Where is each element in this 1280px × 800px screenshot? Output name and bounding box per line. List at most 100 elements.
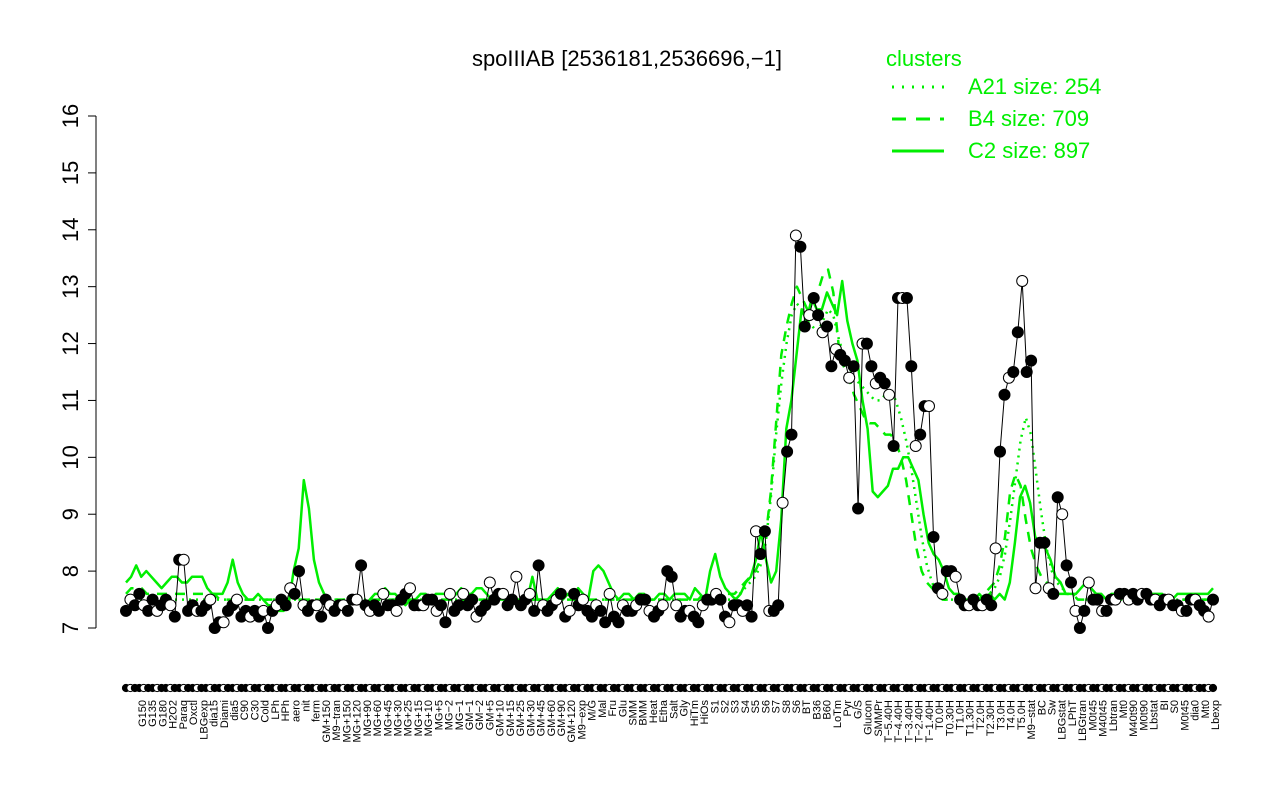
data-point	[1016, 275, 1029, 287]
data-point	[989, 542, 1002, 555]
data-point	[798, 320, 811, 333]
x-tick-label: GM−1	[464, 700, 476, 730]
x-tick-label: T−3.40H	[903, 700, 915, 743]
data-point	[443, 587, 456, 600]
x-tick-label: S8	[781, 700, 793, 713]
data-point	[656, 599, 669, 612]
data-point	[1091, 593, 1104, 606]
x-tick-label: T2.30H	[985, 700, 997, 736]
data-point	[523, 587, 536, 600]
data-point	[355, 559, 368, 572]
x-tick-label: GM+150	[321, 700, 333, 743]
x-tick-label: T0.0H	[934, 700, 946, 730]
data-point	[949, 570, 962, 583]
x-tick-label: MG+60	[372, 700, 384, 736]
x-tick-label: S7	[771, 700, 783, 713]
data-point	[772, 599, 785, 612]
y-tick-label: 8	[58, 565, 83, 577]
data-point	[293, 565, 305, 578]
x-tick-label: T1.30H	[965, 700, 977, 736]
data-point	[479, 599, 492, 612]
x-tick-label: S5	[750, 700, 762, 713]
x-tick-label: T1.0H	[955, 700, 967, 730]
data-point	[1180, 604, 1193, 617]
data-point	[821, 320, 833, 333]
data-point	[781, 445, 794, 458]
x-tick-label: Mt0	[1118, 700, 1130, 718]
x-tick-label: Salt	[668, 700, 680, 719]
data-point	[785, 428, 798, 441]
data-point	[1073, 622, 1086, 634]
data-point	[812, 309, 825, 322]
data-point	[1065, 576, 1077, 589]
x-tick-label: M9−stat	[1026, 700, 1038, 739]
x-tick-label: LPh	[270, 700, 282, 720]
x-tick-label: T3.0H	[995, 700, 1007, 730]
x-tick-label: Glu	[617, 700, 629, 717]
data-point	[288, 587, 301, 600]
x-tick-label: MG−2	[444, 700, 456, 730]
x-rug	[121, 683, 1218, 693]
data-point	[825, 360, 838, 373]
x-tick-label: T0.30H	[944, 700, 956, 736]
data-point	[279, 599, 292, 612]
y-tick-label: 10	[58, 445, 83, 469]
x-tick-label: Glucon	[863, 700, 875, 735]
data-point	[878, 377, 891, 390]
x-tick-label: MG+30	[393, 700, 405, 736]
data-point	[639, 593, 652, 606]
x-tick-label: dia5	[229, 700, 241, 721]
y-axis: 7 8 9 10 11 12 13 14 15 16	[58, 104, 97, 634]
x-tick-label: S3	[730, 700, 742, 713]
x-tick-label: MG+150	[341, 700, 353, 743]
data-point	[1025, 354, 1038, 367]
x-tick-label: SMMPr	[873, 700, 885, 737]
x-tick-label: T−1.40H	[924, 700, 936, 743]
data-point	[905, 360, 918, 373]
x-tick-label: S4	[740, 700, 752, 713]
data-point	[741, 599, 754, 612]
data-point	[577, 593, 589, 606]
x-tick-label: GM+15	[505, 700, 517, 736]
y-tick-label: 12	[58, 331, 83, 355]
data-point	[457, 587, 470, 600]
data-point	[665, 570, 678, 583]
data-point	[1100, 604, 1113, 617]
x-tick-label: M9−exp	[576, 700, 588, 739]
x-tick-label: SMM	[628, 700, 640, 726]
data-point	[506, 593, 518, 606]
x-tick-label: MG+15	[413, 700, 425, 736]
data-point	[568, 587, 581, 600]
x-tick-label: GM+90	[556, 700, 568, 736]
data-point	[838, 354, 851, 367]
x-tick-label: G150	[137, 700, 149, 727]
data-point	[612, 616, 625, 629]
x-tick-label: BC	[1036, 700, 1048, 715]
x-tick-label: GM+30	[525, 700, 537, 736]
x-tick-label: G180	[157, 700, 169, 727]
x-tick-label: S1	[709, 700, 721, 713]
data-point	[936, 587, 949, 600]
data-point	[794, 240, 807, 253]
x-tick-label: GM+25	[515, 700, 527, 736]
data-point	[585, 610, 598, 623]
y-tick-label: 15	[58, 161, 83, 185]
data-point	[532, 559, 545, 572]
legend: clusters A21 size: 254 B4 size: 709 C2 siz…	[886, 46, 1101, 163]
x-tick-label: Etha	[658, 699, 670, 723]
data-point	[439, 616, 452, 629]
legend-label: A21 size: 254	[968, 74, 1101, 99]
data-point	[914, 428, 927, 441]
data-point	[1060, 559, 1073, 572]
x-tick-label: LBGstat	[1057, 700, 1069, 740]
x-tick-label: MG+120	[352, 700, 364, 743]
x-tick-label: Mt0	[1200, 700, 1212, 718]
data-point	[554, 587, 567, 600]
data-point	[1207, 593, 1219, 606]
data-point	[692, 616, 705, 629]
data-point	[377, 587, 390, 600]
data-point	[998, 388, 1011, 401]
data-point	[776, 496, 789, 509]
data-point	[133, 587, 146, 600]
x-tick-label: GM−2	[474, 700, 486, 730]
